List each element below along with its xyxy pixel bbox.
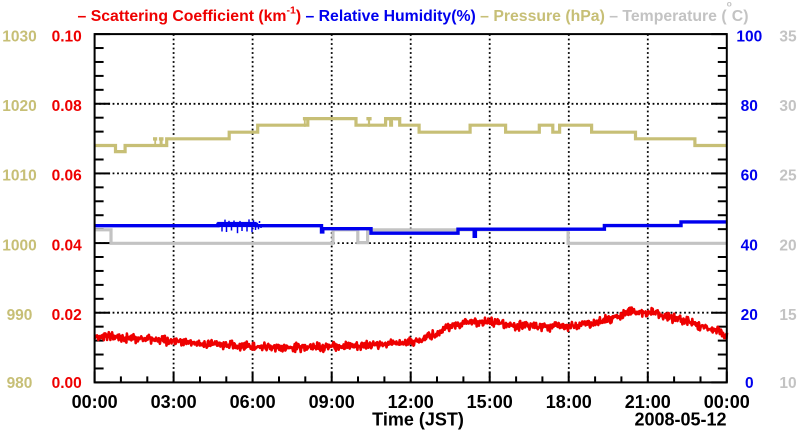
- svg-text:0.04: 0.04: [52, 237, 83, 254]
- svg-text:980: 980: [7, 375, 33, 392]
- svg-text:40: 40: [741, 237, 758, 254]
- svg-text:15:00: 15:00: [467, 392, 513, 412]
- svg-text:20: 20: [779, 237, 796, 254]
- svg-text:25: 25: [779, 168, 797, 185]
- svg-text:00:00: 00:00: [704, 392, 750, 412]
- svg-text:21:00: 21:00: [625, 392, 671, 412]
- svg-text:2008-05-12: 2008-05-12: [634, 409, 726, 429]
- svg-text:0.10: 0.10: [52, 28, 82, 45]
- svg-text:990: 990: [7, 307, 33, 324]
- svg-text:0: 0: [745, 375, 754, 392]
- svg-text:10: 10: [779, 375, 796, 392]
- svg-text:1010: 1010: [2, 168, 36, 185]
- svg-text:06:00: 06:00: [230, 392, 276, 412]
- svg-text:80: 80: [741, 98, 758, 115]
- svg-text:Time (JST): Time (JST): [372, 409, 464, 429]
- svg-text:0.00: 0.00: [52, 375, 82, 392]
- svg-text:60: 60: [741, 168, 758, 185]
- svg-text:0.06: 0.06: [52, 168, 83, 185]
- svg-text:0.08: 0.08: [52, 98, 83, 115]
- svg-text:30: 30: [779, 98, 796, 115]
- svg-text:18:00: 18:00: [546, 392, 592, 412]
- svg-text:1030: 1030: [2, 28, 36, 45]
- svg-text:09:00: 09:00: [309, 392, 355, 412]
- svg-text:12:00: 12:00: [388, 392, 434, 412]
- svg-text:20: 20: [741, 307, 758, 324]
- svg-text:1020: 1020: [2, 98, 36, 115]
- svg-text:0.02: 0.02: [52, 307, 82, 324]
- svg-text:100: 100: [736, 28, 762, 45]
- svg-text:00:00: 00:00: [72, 392, 118, 412]
- svg-text:1000: 1000: [2, 237, 36, 254]
- svg-text:15: 15: [779, 307, 797, 324]
- svg-text:– Scattering Coefficient (km-1: – Scattering Coefficient (km-1) – Relati…: [78, 0, 749, 25]
- svg-text:35: 35: [779, 28, 797, 45]
- svg-text:03:00: 03:00: [151, 392, 197, 412]
